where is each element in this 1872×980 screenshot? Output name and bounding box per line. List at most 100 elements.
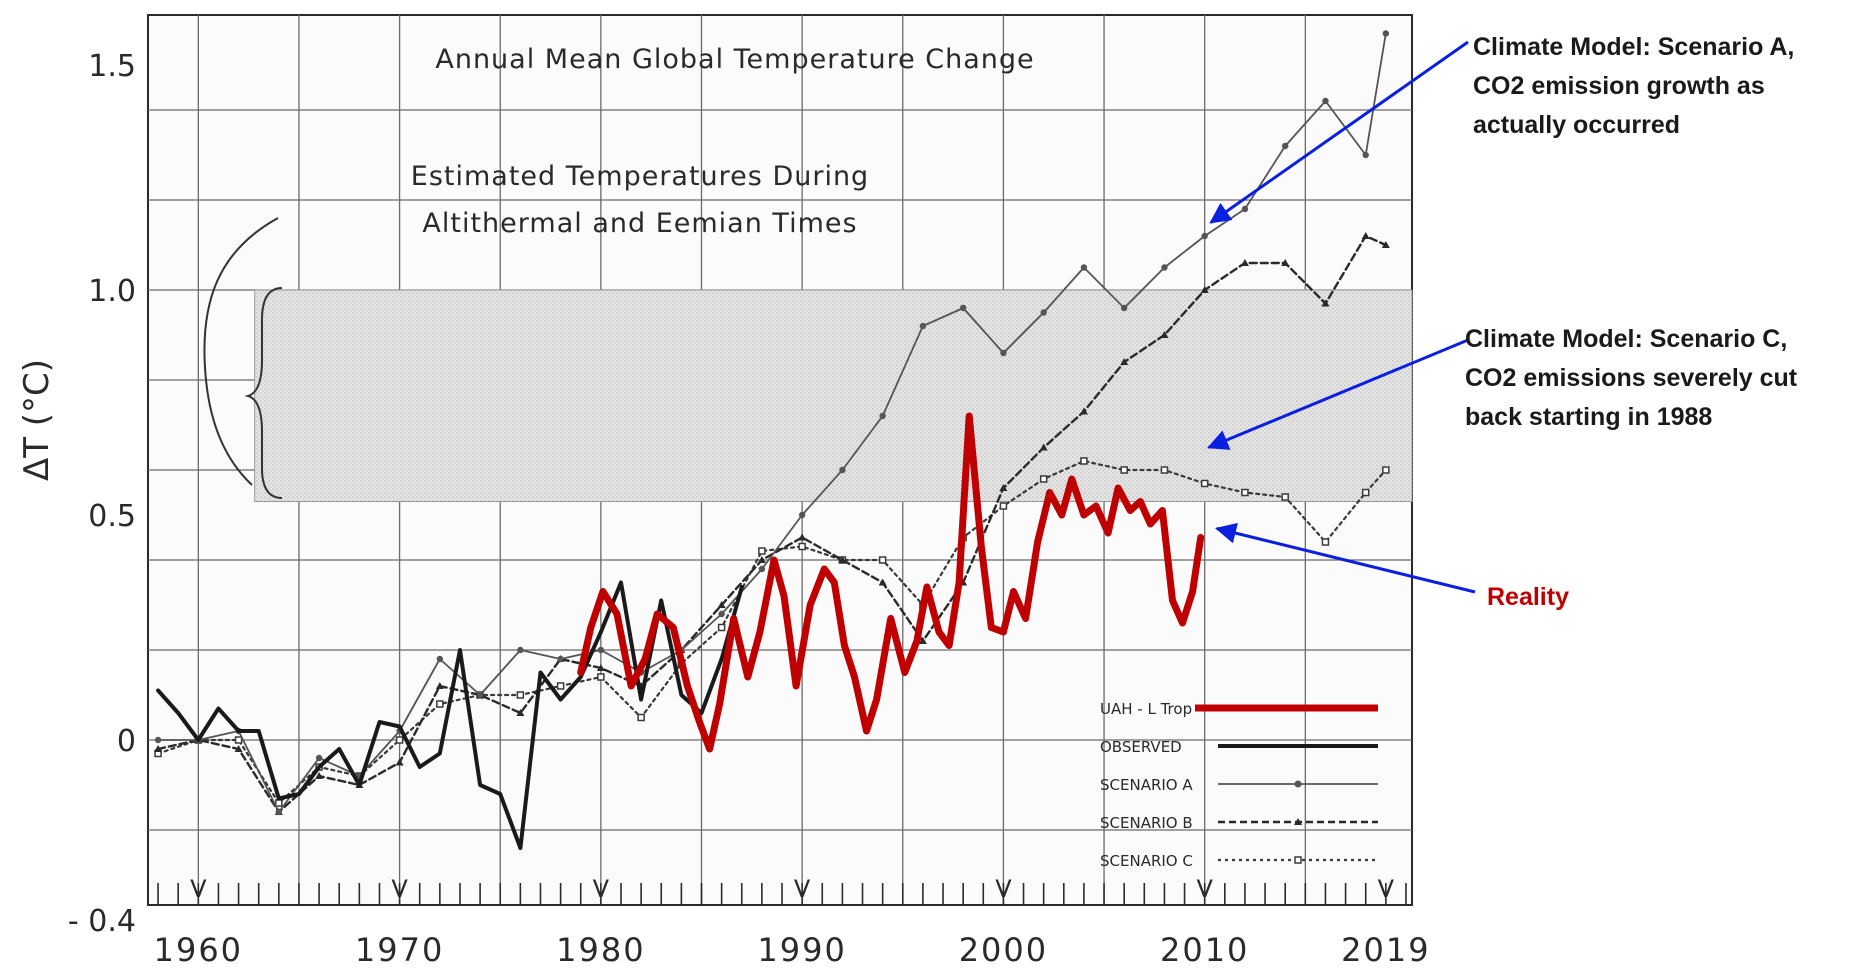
point-scenario-a bbox=[597, 646, 605, 654]
point-scenario-c bbox=[878, 556, 887, 564]
point-scenario-c bbox=[1039, 475, 1048, 483]
point-scenario-b bbox=[1160, 331, 1169, 338]
point-scenario-b bbox=[1079, 407, 1088, 415]
point-scenario-c bbox=[1080, 457, 1088, 465]
point-scenario-b bbox=[1381, 241, 1390, 248]
annotation-scenario-a: Climate Model: Scenario A, CO2 emission … bbox=[1473, 28, 1794, 145]
point-scenario-c bbox=[1120, 466, 1128, 474]
point-scenario-a bbox=[1241, 205, 1249, 213]
point-scenario-b bbox=[717, 601, 726, 608]
legend-marker bbox=[1294, 780, 1302, 788]
point-scenario-a bbox=[315, 754, 323, 762]
point-scenario-a bbox=[758, 565, 766, 573]
series-line-observed bbox=[156, 580, 744, 850]
point-scenario-c bbox=[1361, 488, 1370, 497]
point-scenario-a bbox=[718, 610, 725, 618]
legend-label: SCENARIO C bbox=[1100, 852, 1193, 870]
point-scenario-a bbox=[517, 646, 524, 654]
y-tick-label: 0.5 bbox=[88, 499, 136, 534]
series-line-scenario-b bbox=[156, 234, 1388, 814]
point-scenario-b bbox=[516, 709, 525, 716]
y-tick-label: 1.0 bbox=[88, 274, 136, 309]
y-tick-label: 1.5 bbox=[88, 49, 136, 84]
point-scenario-b bbox=[315, 772, 324, 779]
point-scenario-b bbox=[1039, 443, 1048, 451]
point-scenario-a bbox=[557, 655, 564, 663]
point-scenario-a bbox=[879, 412, 886, 420]
point-scenario-a bbox=[919, 322, 927, 330]
x-tick-label: 1960 bbox=[154, 931, 243, 969]
x-tick-label: 1990 bbox=[757, 931, 846, 969]
altithermal-band bbox=[254, 289, 1413, 502]
annotation-arrow bbox=[1209, 40, 1469, 224]
point-scenario-b bbox=[838, 556, 847, 563]
legend-marker bbox=[1294, 818, 1302, 825]
point-scenario-a bbox=[1120, 304, 1128, 312]
point-scenario-a bbox=[154, 736, 162, 744]
point-scenario-b bbox=[1200, 286, 1209, 293]
band-label-line-1: Estimated Temperatures During bbox=[411, 161, 869, 192]
point-scenario-b bbox=[1321, 299, 1330, 307]
x-tick-label: 2019 bbox=[1341, 931, 1430, 969]
x-tick-label: 1970 bbox=[355, 931, 444, 969]
point-scenario-b bbox=[918, 637, 927, 644]
y-tick-label: - 0.4 bbox=[68, 904, 136, 939]
point-scenario-c bbox=[1160, 466, 1169, 474]
point-scenario-b bbox=[596, 664, 605, 671]
legend-label: SCENARIO A bbox=[1100, 776, 1193, 794]
v-marker: V bbox=[593, 875, 610, 903]
band-brace-bracket bbox=[244, 287, 283, 499]
legend-label: SCENARIO B bbox=[1100, 814, 1193, 832]
annotation-arrow bbox=[1215, 522, 1476, 594]
point-scenario-b bbox=[1281, 259, 1290, 266]
point-scenario-b bbox=[435, 682, 444, 689]
point-scenario-c bbox=[758, 547, 766, 555]
v-marker: V bbox=[1378, 875, 1395, 903]
y-axis-label: ΔT (°C) bbox=[17, 359, 57, 481]
point-scenario-b bbox=[999, 484, 1008, 491]
point-scenario-b bbox=[798, 533, 807, 541]
annotation-reality: Reality bbox=[1487, 578, 1569, 617]
v-marker: V bbox=[995, 875, 1012, 903]
point-scenario-a bbox=[275, 808, 283, 816]
legend-marker bbox=[1294, 856, 1302, 864]
point-scenario-b bbox=[234, 745, 243, 752]
point-scenario-c bbox=[275, 799, 283, 807]
point-scenario-a bbox=[1322, 97, 1329, 105]
point-scenario-c bbox=[1321, 538, 1330, 546]
y-tick-label: 0 bbox=[117, 724, 136, 759]
annotation-scenario-a-line-1: Climate Model: Scenario A, bbox=[1473, 33, 1795, 61]
point-scenario-c bbox=[637, 713, 645, 722]
point-scenario-a bbox=[1201, 232, 1208, 240]
annotation-scenario-a-line-2: CO2 emission growth as bbox=[1473, 72, 1765, 100]
v-marker: V bbox=[794, 875, 811, 903]
band-brace bbox=[203, 217, 279, 486]
legend-label: OBSERVED bbox=[1100, 738, 1182, 756]
point-scenario-c bbox=[556, 682, 565, 690]
point-scenario-c bbox=[999, 502, 1008, 510]
legend-label: UAH - L Trop bbox=[1100, 700, 1192, 718]
point-scenario-a bbox=[959, 304, 967, 312]
point-scenario-a bbox=[476, 691, 484, 699]
point-scenario-c bbox=[1200, 479, 1209, 488]
annotation-scenario-c-line-2: CO2 emissions severely cut bbox=[1465, 364, 1798, 392]
point-scenario-c bbox=[234, 736, 243, 744]
point-scenario-c bbox=[798, 542, 806, 551]
x-tick-label: 2010 bbox=[1160, 931, 1249, 969]
point-scenario-b bbox=[1240, 259, 1249, 266]
point-scenario-b bbox=[154, 745, 163, 752]
point-scenario-b bbox=[757, 556, 766, 563]
v-marker: V bbox=[1196, 875, 1213, 903]
point-scenario-c bbox=[1382, 466, 1390, 474]
chart-title: Annual Mean Global Temperature Change bbox=[435, 44, 1034, 75]
series-line-reality bbox=[577, 412, 1205, 753]
point-scenario-c bbox=[1281, 493, 1289, 501]
point-scenario-b bbox=[1120, 358, 1129, 365]
point-scenario-a bbox=[1000, 349, 1007, 357]
annotation-reality-label: Reality bbox=[1487, 583, 1569, 611]
x-tick-label: 1980 bbox=[556, 931, 645, 969]
annotation-scenario-c-line-1: Climate Model: Scenario C, bbox=[1465, 325, 1788, 353]
point-scenario-a bbox=[436, 655, 444, 663]
point-scenario-c bbox=[395, 736, 404, 744]
